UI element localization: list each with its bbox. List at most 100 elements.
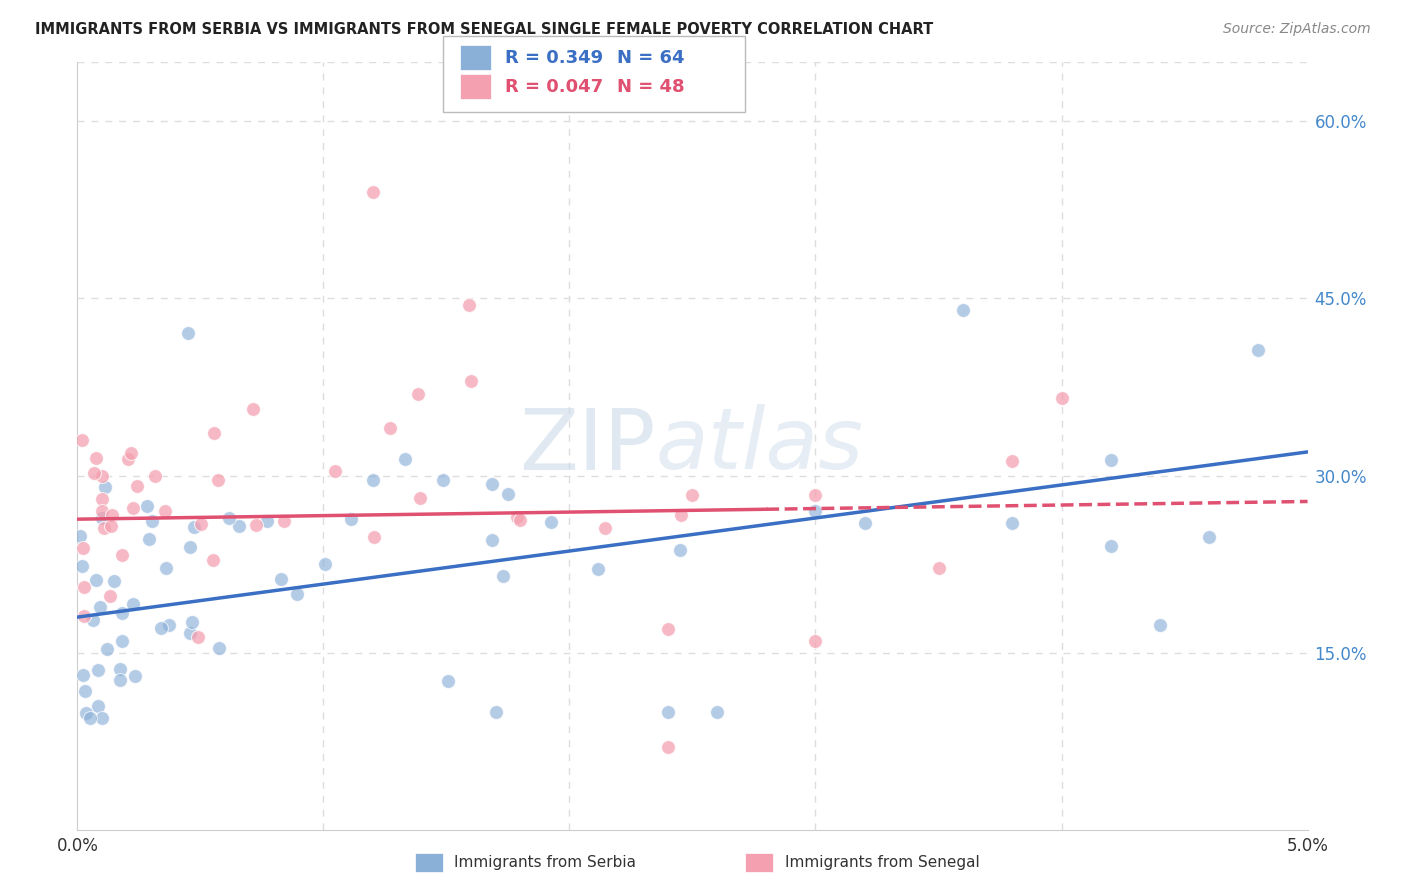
Point [111, 548, 134, 562]
Point [93, 480, 115, 494]
Point [1149, 618, 1171, 632]
Point [1099, 539, 1122, 553]
Point [108, 673, 131, 687]
Point [181, 615, 204, 629]
Point [270, 572, 292, 586]
Point [155, 561, 177, 575]
Point [1001, 453, 1024, 467]
Point [108, 662, 131, 676]
Point [117, 451, 139, 466]
Text: ZIP: ZIP [519, 404, 655, 488]
Point [91, 711, 114, 725]
Point [492, 569, 515, 583]
Point [506, 510, 529, 524]
Point [481, 533, 503, 548]
Point [177, 326, 200, 340]
Point [101, 508, 124, 522]
Point [72, 433, 94, 447]
Point [96, 642, 118, 657]
Text: IMMIGRANTS FROM SERBIA VS IMMIGRANTS FROM SENEGAL SINGLE FEMALE POVERTY CORRELAT: IMMIGRANTS FROM SERBIA VS IMMIGRANTS FRO… [35, 22, 934, 37]
Point [183, 520, 205, 534]
Point [323, 464, 346, 478]
Point [1247, 343, 1270, 358]
Point [952, 303, 974, 318]
Point [245, 518, 267, 533]
Point [73, 609, 96, 624]
Point [141, 514, 163, 528]
Point [82, 613, 104, 627]
Point [436, 673, 458, 688]
Point [804, 633, 827, 648]
Point [657, 739, 679, 754]
Text: Source: ZipAtlas.com: Source: ZipAtlas.com [1223, 22, 1371, 37]
Point [202, 425, 225, 440]
Point [122, 597, 145, 611]
Point [98, 589, 121, 603]
Point [135, 499, 157, 513]
Point [90, 468, 114, 483]
Point [657, 622, 679, 636]
Text: Immigrants from Serbia: Immigrants from Serbia [454, 855, 636, 870]
Point [73, 684, 96, 698]
Point [207, 473, 229, 487]
Point [540, 515, 562, 529]
Text: N = 64: N = 64 [617, 49, 685, 67]
Point [363, 530, 385, 544]
Text: R = 0.047: R = 0.047 [505, 78, 603, 95]
Text: N = 48: N = 48 [617, 78, 685, 95]
Point [150, 621, 173, 635]
Point [853, 516, 876, 530]
Point [804, 504, 827, 518]
Point [657, 705, 679, 719]
Point [91, 511, 114, 525]
Point [361, 186, 384, 200]
Point [187, 631, 209, 645]
Point [481, 477, 503, 491]
Point [408, 491, 430, 506]
Point [314, 557, 336, 571]
Point [79, 711, 101, 725]
Point [201, 553, 224, 567]
Point [208, 641, 231, 656]
Point [928, 561, 950, 575]
Point [86, 450, 108, 465]
Point [218, 511, 240, 525]
Point [273, 514, 295, 528]
Point [153, 503, 176, 517]
Point [1198, 529, 1220, 543]
Point [120, 446, 142, 460]
Point [87, 699, 110, 714]
Point [179, 540, 201, 554]
Point [228, 518, 250, 533]
Point [498, 486, 520, 500]
Point [143, 469, 166, 483]
Point [432, 473, 454, 487]
Point [804, 487, 827, 501]
Point [669, 508, 692, 522]
Point [90, 504, 114, 518]
Point [588, 561, 610, 575]
Point [179, 625, 201, 640]
Point [256, 514, 278, 528]
Point [87, 663, 110, 677]
Point [84, 574, 107, 588]
Point [93, 521, 115, 535]
Point [1001, 516, 1024, 530]
Point [190, 516, 212, 531]
Point [75, 706, 97, 720]
Point [485, 705, 508, 719]
Point [361, 473, 384, 487]
Point [90, 492, 114, 507]
Point [682, 488, 704, 502]
Text: Immigrants from Senegal: Immigrants from Senegal [785, 855, 980, 870]
Point [125, 478, 148, 492]
Point [83, 466, 105, 480]
Point [111, 633, 134, 648]
Point [458, 298, 481, 312]
Point [111, 607, 134, 621]
Point [89, 600, 111, 615]
Point [242, 402, 264, 417]
Point [1099, 453, 1122, 467]
Point [73, 580, 96, 594]
Point [340, 512, 363, 526]
